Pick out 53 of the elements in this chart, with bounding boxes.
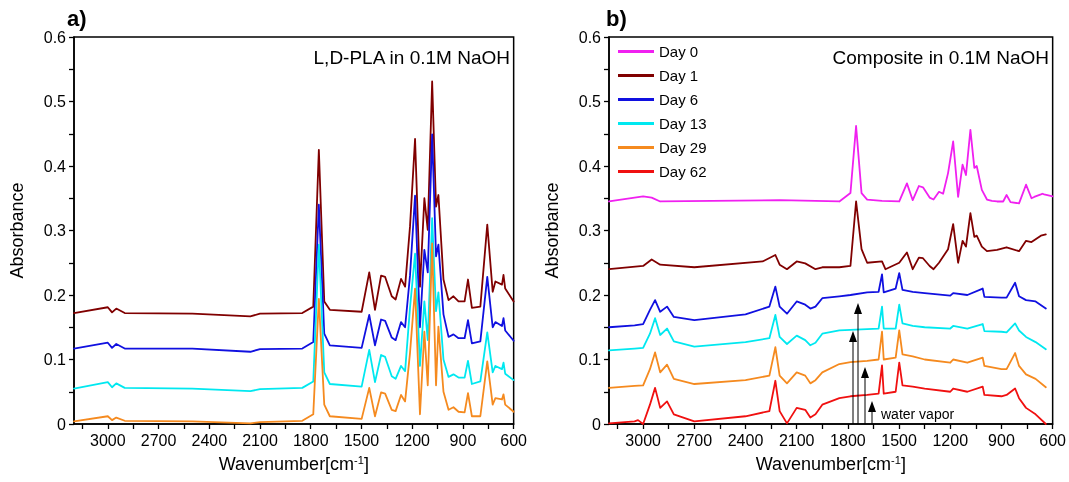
legend-label: Day 1 bbox=[659, 67, 699, 84]
x-tick-label: 1800 bbox=[292, 431, 329, 449]
legend-label: Day 13 bbox=[659, 115, 707, 132]
y-axis-title: Absorbance bbox=[7, 182, 27, 279]
y-tick-label: 0 bbox=[57, 415, 67, 433]
x-tick-label: 900 bbox=[988, 431, 1015, 449]
y-tick-label: 0.4 bbox=[43, 157, 67, 175]
text: L,D-PLA in 0.1M NaOH bbox=[313, 47, 510, 68]
chart-title: a) bbox=[67, 5, 87, 31]
x-tick-label: 2700 bbox=[676, 431, 713, 449]
x-tick-label: 1800 bbox=[830, 431, 866, 449]
x-tick-label: 600 bbox=[500, 431, 528, 449]
x-tick-label: 2100 bbox=[778, 431, 815, 449]
x-tick-label: 2400 bbox=[191, 431, 228, 449]
chart-title: b) bbox=[606, 5, 627, 31]
x-tick-label: 3000 bbox=[625, 431, 662, 449]
line-series bbox=[608, 303, 1047, 352]
x-tick-label: 1200 bbox=[932, 431, 969, 449]
y-tick-label: 0.1 bbox=[43, 351, 67, 368]
x-tick-label: 3000 bbox=[90, 431, 126, 449]
y-tick-label: 0.4 bbox=[578, 157, 602, 175]
line-series bbox=[73, 217, 515, 393]
y-tick-label: 0.5 bbox=[578, 93, 602, 110]
legend-label: Day 0 bbox=[659, 43, 699, 60]
legend-label: Day 29 bbox=[659, 139, 707, 156]
annotation: water vapor bbox=[880, 406, 955, 422]
legend-label: Day 6 bbox=[659, 91, 699, 108]
x-tick-label: 2700 bbox=[140, 431, 177, 449]
y-tick-label: 0.1 bbox=[578, 351, 602, 368]
x-tick-label: 1500 bbox=[881, 431, 917, 449]
line-series bbox=[608, 329, 1047, 389]
y-axis-title: Absorbance bbox=[542, 182, 562, 279]
y-tick-label: 0.2 bbox=[578, 286, 602, 304]
x-tick-label: 1500 bbox=[343, 431, 380, 449]
line-series bbox=[608, 200, 1047, 271]
x-tick-label: 600 bbox=[1039, 431, 1067, 449]
x-tick-label: 1200 bbox=[394, 431, 431, 449]
legend-label: Day 62 bbox=[659, 163, 707, 180]
line-series bbox=[608, 272, 1047, 329]
y-tick-label: 0.2 bbox=[43, 286, 67, 304]
y-tick-label: 0.5 bbox=[43, 93, 67, 110]
line-series bbox=[73, 133, 515, 353]
y-tick-label: 0 bbox=[592, 415, 602, 433]
line-series bbox=[73, 80, 515, 318]
y-tick-label: 0.3 bbox=[578, 222, 602, 239]
text: Composite in 0.1M NaOH bbox=[832, 47, 1049, 68]
x-tick-label: 2100 bbox=[242, 431, 278, 449]
y-tick-label: 0.6 bbox=[578, 28, 602, 46]
y-tick-label: 0.6 bbox=[43, 28, 67, 46]
line-series bbox=[608, 361, 1047, 425]
x-tick-label: 900 bbox=[449, 431, 477, 449]
x-tick-label: 2400 bbox=[727, 431, 764, 449]
y-tick-label: 0.3 bbox=[43, 222, 67, 239]
